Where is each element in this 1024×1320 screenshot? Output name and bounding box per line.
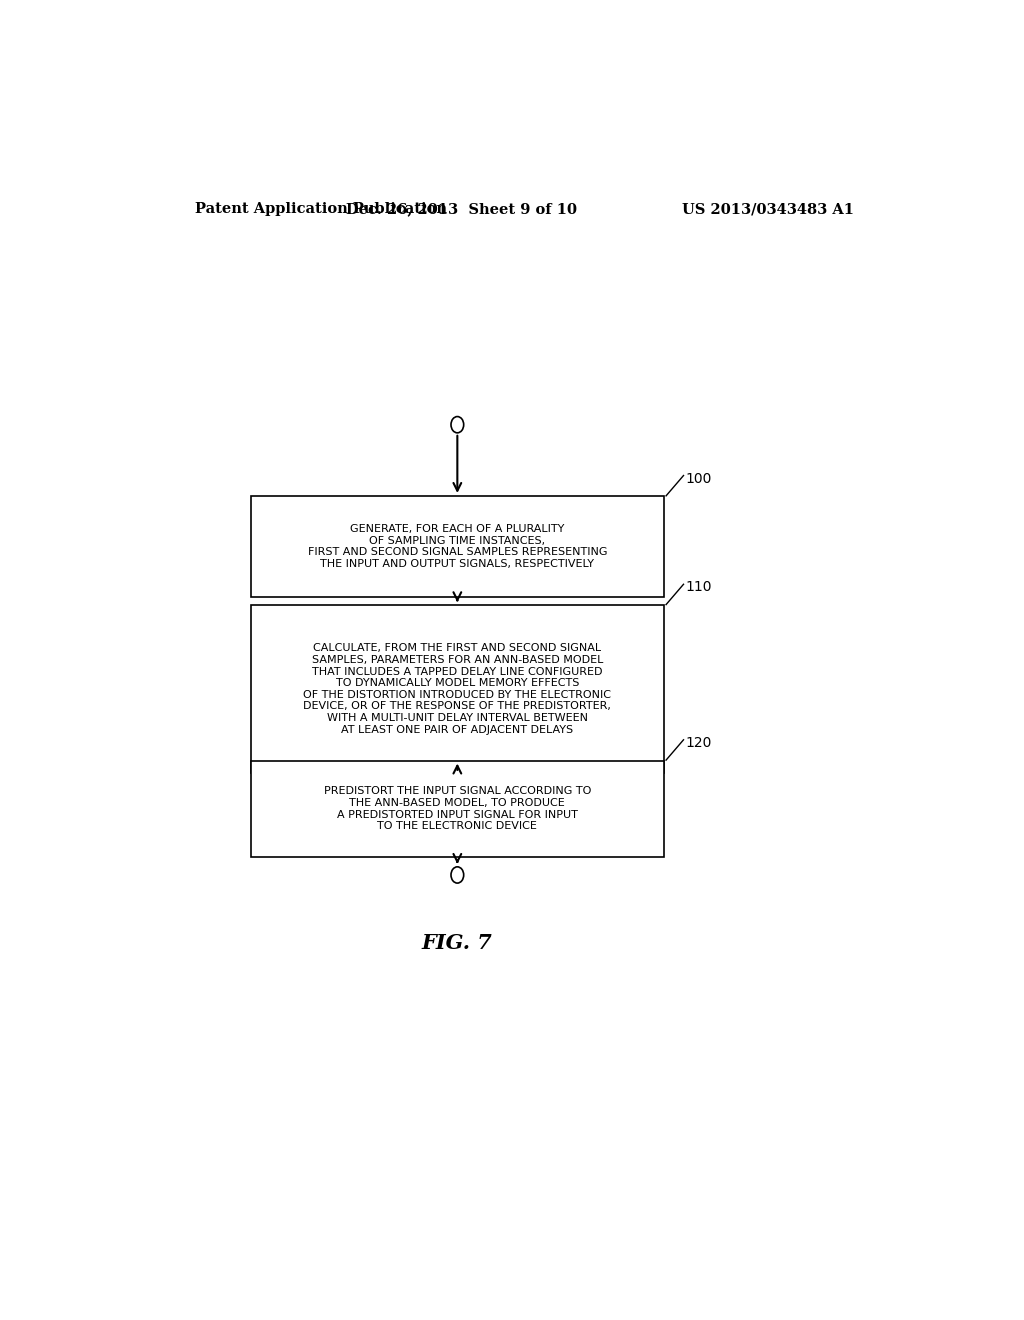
Text: CALCULATE, FROM THE FIRST AND SECOND SIGNAL
SAMPLES, PARAMETERS FOR AN ANN-BASED: CALCULATE, FROM THE FIRST AND SECOND SIG…	[303, 643, 611, 734]
Text: GENERATE, FOR EACH OF A PLURALITY
OF SAMPLING TIME INSTANCES,
FIRST AND SECOND S: GENERATE, FOR EACH OF A PLURALITY OF SAM…	[307, 524, 607, 569]
Text: Patent Application Publication: Patent Application Publication	[196, 202, 447, 216]
Circle shape	[451, 867, 464, 883]
Circle shape	[451, 417, 464, 433]
Text: Dec. 26, 2013  Sheet 9 of 10: Dec. 26, 2013 Sheet 9 of 10	[346, 202, 577, 216]
Text: FIG. 7: FIG. 7	[422, 933, 493, 953]
Text: 100: 100	[686, 471, 713, 486]
Bar	[251, 496, 664, 598]
Bar	[251, 605, 664, 772]
Text: US 2013/0343483 A1: US 2013/0343483 A1	[682, 202, 854, 216]
Text: 110: 110	[686, 581, 713, 594]
Bar	[251, 760, 664, 857]
Text: PREDISTORT THE INPUT SIGNAL ACCORDING TO
THE ANN-BASED MODEL, TO PRODUCE
A PREDI: PREDISTORT THE INPUT SIGNAL ACCORDING TO…	[324, 787, 591, 832]
Text: 120: 120	[686, 735, 713, 750]
